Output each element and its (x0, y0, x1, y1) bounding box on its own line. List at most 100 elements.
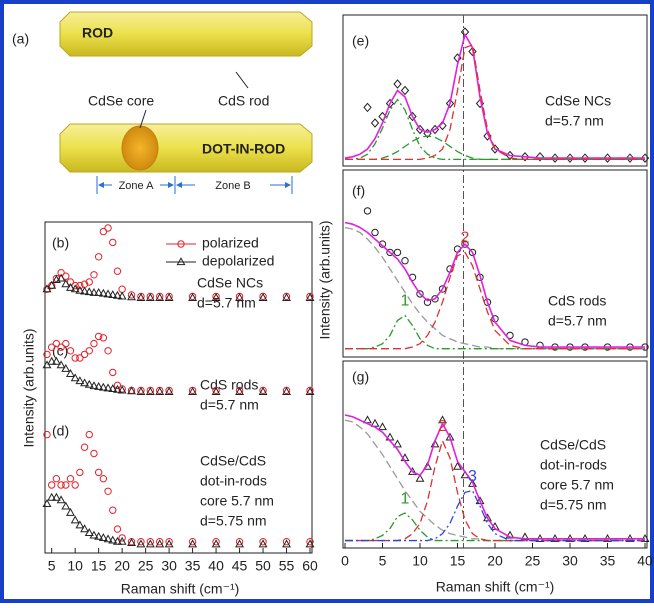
x-tick-label: 30 (562, 553, 578, 569)
data-point (109, 238, 117, 247)
data-point (43, 430, 51, 439)
data-point (57, 343, 65, 351)
data-point (75, 285, 85, 294)
data-point (80, 378, 90, 387)
data-point (56, 273, 66, 282)
data-point (483, 513, 492, 522)
data-point (57, 268, 65, 277)
data-point (282, 538, 291, 546)
x-tick-label: 30 (161, 558, 177, 574)
data-point (98, 382, 108, 391)
data-point (56, 495, 66, 504)
peak-label: 2 (461, 230, 470, 247)
data-point (94, 468, 103, 477)
data-point (188, 538, 197, 546)
data-point (113, 381, 122, 390)
data-point (475, 496, 485, 505)
peak-label: 2 (438, 418, 447, 435)
data-point (51, 356, 61, 365)
data-point (66, 475, 75, 483)
annotation: d=5.7 nm (197, 295, 256, 311)
data-point (113, 267, 122, 275)
data-point (89, 530, 99, 539)
data-point (137, 538, 145, 546)
annotation: CdSe NCs (545, 93, 611, 109)
panel-label: (d) (52, 423, 69, 439)
fit-curve (345, 251, 645, 350)
data-point (127, 538, 136, 547)
data-point (363, 102, 372, 113)
data-point (258, 387, 268, 395)
data-point (136, 387, 146, 395)
data-point (423, 298, 432, 306)
peak-label: 1 (401, 293, 410, 310)
data-point (445, 98, 455, 109)
data-point (453, 461, 462, 470)
core-label: CdSe core (88, 93, 154, 109)
y-axis-label: Intensity (arb.units) (317, 220, 333, 339)
data-point (70, 515, 80, 524)
data-point (118, 285, 126, 293)
x-tick-label: 15 (450, 553, 466, 569)
fit-curve (345, 135, 645, 161)
annotation: CdS rods (548, 293, 606, 309)
data-point (393, 439, 402, 448)
data-point (94, 381, 104, 390)
data-point (94, 332, 103, 341)
data-point (89, 381, 99, 390)
data-point (76, 281, 84, 290)
data-point (47, 280, 57, 289)
fit-curve (345, 512, 645, 542)
data-point (61, 501, 71, 510)
data-point (505, 530, 515, 539)
x-tick-label: 10 (412, 553, 428, 569)
data-point (385, 98, 395, 109)
data-point (89, 287, 99, 296)
data-point (145, 293, 155, 301)
x-tick-label: 5 (379, 553, 387, 569)
pointer (139, 109, 147, 129)
data-point (66, 347, 75, 355)
data-point (282, 293, 291, 301)
data-point (211, 387, 221, 395)
data-point (61, 363, 71, 372)
data-point (520, 532, 530, 541)
data-point (136, 293, 146, 301)
zone-label: Zone B (215, 180, 250, 192)
x-tick-label: 0 (341, 553, 349, 569)
legend-label: depolarized (202, 253, 274, 269)
annotation: CdSe/CdS (200, 453, 266, 469)
data-point (62, 481, 70, 489)
diagram: (a) ROD DOT-IN-ROD CdSe core CdS rod Zon… (12, 11, 313, 194)
data-point (66, 282, 75, 291)
data-point (378, 422, 387, 431)
fit-curve (345, 314, 645, 350)
data-point (235, 538, 244, 546)
dot-in-rod-shape (59, 123, 313, 173)
data-point (188, 539, 198, 548)
data-point (188, 293, 198, 301)
x-tick-label: 25 (138, 558, 154, 574)
data-point (47, 481, 56, 489)
data-point (103, 534, 113, 543)
rod-label: ROD (82, 25, 113, 41)
x-tick-label: 20 (114, 558, 130, 574)
peak-label: 1 (401, 490, 410, 507)
data-point (156, 538, 164, 546)
data-point (113, 525, 122, 533)
data-point (155, 293, 165, 301)
axes-frame (342, 14, 648, 167)
data-point (62, 339, 70, 348)
annotation: CdSe/CdS (540, 437, 606, 453)
data-point (235, 387, 245, 395)
data-point (371, 228, 379, 237)
data-point (401, 257, 409, 265)
data-point (211, 293, 221, 301)
data-point (625, 153, 635, 163)
data-point (98, 288, 108, 297)
data-point (127, 292, 136, 301)
data-point (112, 290, 122, 299)
panel-label: (a) (12, 31, 29, 47)
data-point (127, 291, 136, 299)
data-point (47, 356, 57, 365)
